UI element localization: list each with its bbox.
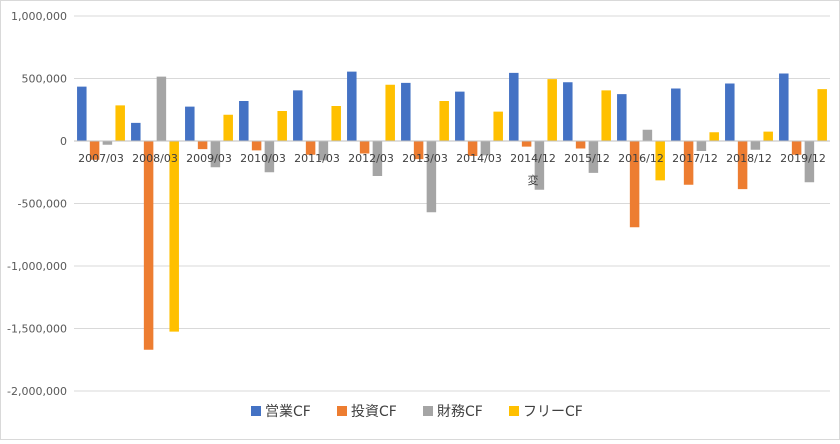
bar-2-2019-12	[791, 141, 802, 155]
bar-4-2011-03	[331, 106, 341, 141]
x-tick-label: 2019/12	[780, 152, 826, 165]
bar-1-2008-03	[131, 122, 141, 141]
bar-1-2014-12	[509, 72, 519, 141]
legend-label: 投資CF	[351, 404, 397, 420]
legend-label: フリーCF	[523, 404, 583, 420]
x-tick-label: 2012/03	[348, 152, 394, 165]
bar-3-2008-03	[156, 76, 167, 141]
bar-4-2014-12	[547, 79, 557, 141]
y-tick-label: 500,000	[22, 73, 68, 86]
x-tick-label: 2015/12	[564, 152, 610, 165]
bar-4-2010-03	[277, 111, 287, 141]
legend-swatch	[509, 406, 519, 416]
x-tick-label: 2009/03	[186, 152, 232, 165]
bar-3-2007-03	[102, 141, 113, 145]
legend: 営業CF 投資CF 財務CF フリーCF	[251, 404, 583, 420]
bar-2-2018-12	[737, 141, 748, 190]
bar-1-2018-12	[725, 83, 735, 141]
bar-4-2014-03	[493, 111, 503, 141]
bar-3-2016-12	[642, 129, 653, 141]
bar-2-2011-03	[305, 141, 316, 155]
y-tick-label: 0	[60, 135, 67, 148]
bar-1-2012-03	[347, 71, 357, 141]
bar-2-2015-12	[575, 141, 586, 149]
legend-swatch	[251, 406, 261, 416]
bar-3-2014-12	[534, 141, 545, 190]
bar-2-2007-03	[89, 141, 100, 160]
bar-1-2016-12	[617, 94, 627, 141]
bar-4-2008-03	[169, 141, 179, 332]
x-tick-label: 2016/12	[618, 152, 664, 165]
bar-2-2010-03	[251, 141, 262, 151]
legend-swatch	[337, 406, 347, 416]
x-tick-label: 2013/03	[402, 152, 448, 165]
x-tick-label: 2014/03	[456, 152, 502, 165]
legend-label: 財務CF	[437, 404, 483, 420]
bar-2-2014-03	[467, 141, 478, 156]
bar-3-2019-12	[804, 141, 815, 183]
x-tick-label: 2008/03	[132, 152, 178, 165]
bar-2-2014-12	[521, 141, 532, 147]
x-tick-label: 2018/12	[726, 152, 772, 165]
bar-4-2019-12	[817, 89, 827, 141]
bar-4-2017-12	[709, 132, 719, 141]
bar-3-2015-12	[588, 141, 599, 173]
bar-2-2009-03	[197, 141, 208, 150]
bar-1-2009-03	[185, 106, 195, 141]
bar-4-2007-03	[115, 105, 125, 141]
bar-2-2008-03	[143, 141, 154, 350]
legend-swatch	[423, 406, 433, 416]
bar-4-2015-12	[601, 90, 611, 141]
x-tick-label: 2017/12	[672, 152, 718, 165]
bar-4-2009-03	[223, 114, 233, 141]
y-tick-label: -2,000,000	[7, 385, 67, 398]
gridlines	[74, 15, 830, 392]
bar-1-2007-03	[77, 86, 87, 141]
bar-4-2018-12	[763, 131, 773, 141]
bar-1-2015-12	[563, 82, 573, 141]
y-tick-label: -1,500,000	[7, 323, 67, 336]
bar-4-2016-12	[655, 141, 665, 181]
bar-1-2017-12	[671, 88, 681, 141]
bar-3-2010-03	[264, 141, 275, 173]
bar-2-2012-03	[359, 141, 370, 154]
legend-label: 営業CF	[265, 404, 311, 420]
bar-3-2017-12	[696, 141, 707, 151]
bar-1-2013-03	[401, 82, 411, 141]
bar-3-2014-03	[480, 141, 491, 156]
bar-2-2017-12	[683, 141, 694, 185]
bar-3-2013-03	[426, 141, 437, 213]
bar-3-2018-12	[750, 141, 761, 150]
bars	[77, 71, 827, 350]
y-tick-label: -1,000,000	[7, 260, 67, 273]
bar-1-2019-12	[779, 73, 789, 141]
x-tick-label: 2007/03	[78, 152, 124, 165]
bar-3-2009-03	[210, 141, 221, 168]
bar-2-2016-12	[629, 141, 640, 228]
bar-1-2011-03	[293, 90, 303, 141]
bar-2-2013-03	[413, 141, 424, 160]
bar-4-2013-03	[439, 101, 449, 141]
x-tick-label: 2014/12	[510, 152, 556, 165]
tick-labels: 1,000,000 500,000 0 -500,000 -1,000,000 -1,50…	[7, 10, 826, 398]
bar-4-2012-03	[385, 84, 395, 141]
y-tick-label: 1,000,000	[11, 10, 67, 23]
bar-3-2012-03	[372, 141, 383, 176]
x-tick-label: 2011/03	[294, 152, 340, 165]
category-annotation: 変	[528, 173, 539, 187]
bar-3-2011-03	[318, 141, 329, 161]
bar-1-2010-03	[239, 101, 249, 141]
bar-1-2014-03	[455, 91, 465, 141]
y-tick-label: -500,000	[18, 198, 67, 211]
x-tick-label: 2010/03	[240, 152, 286, 165]
